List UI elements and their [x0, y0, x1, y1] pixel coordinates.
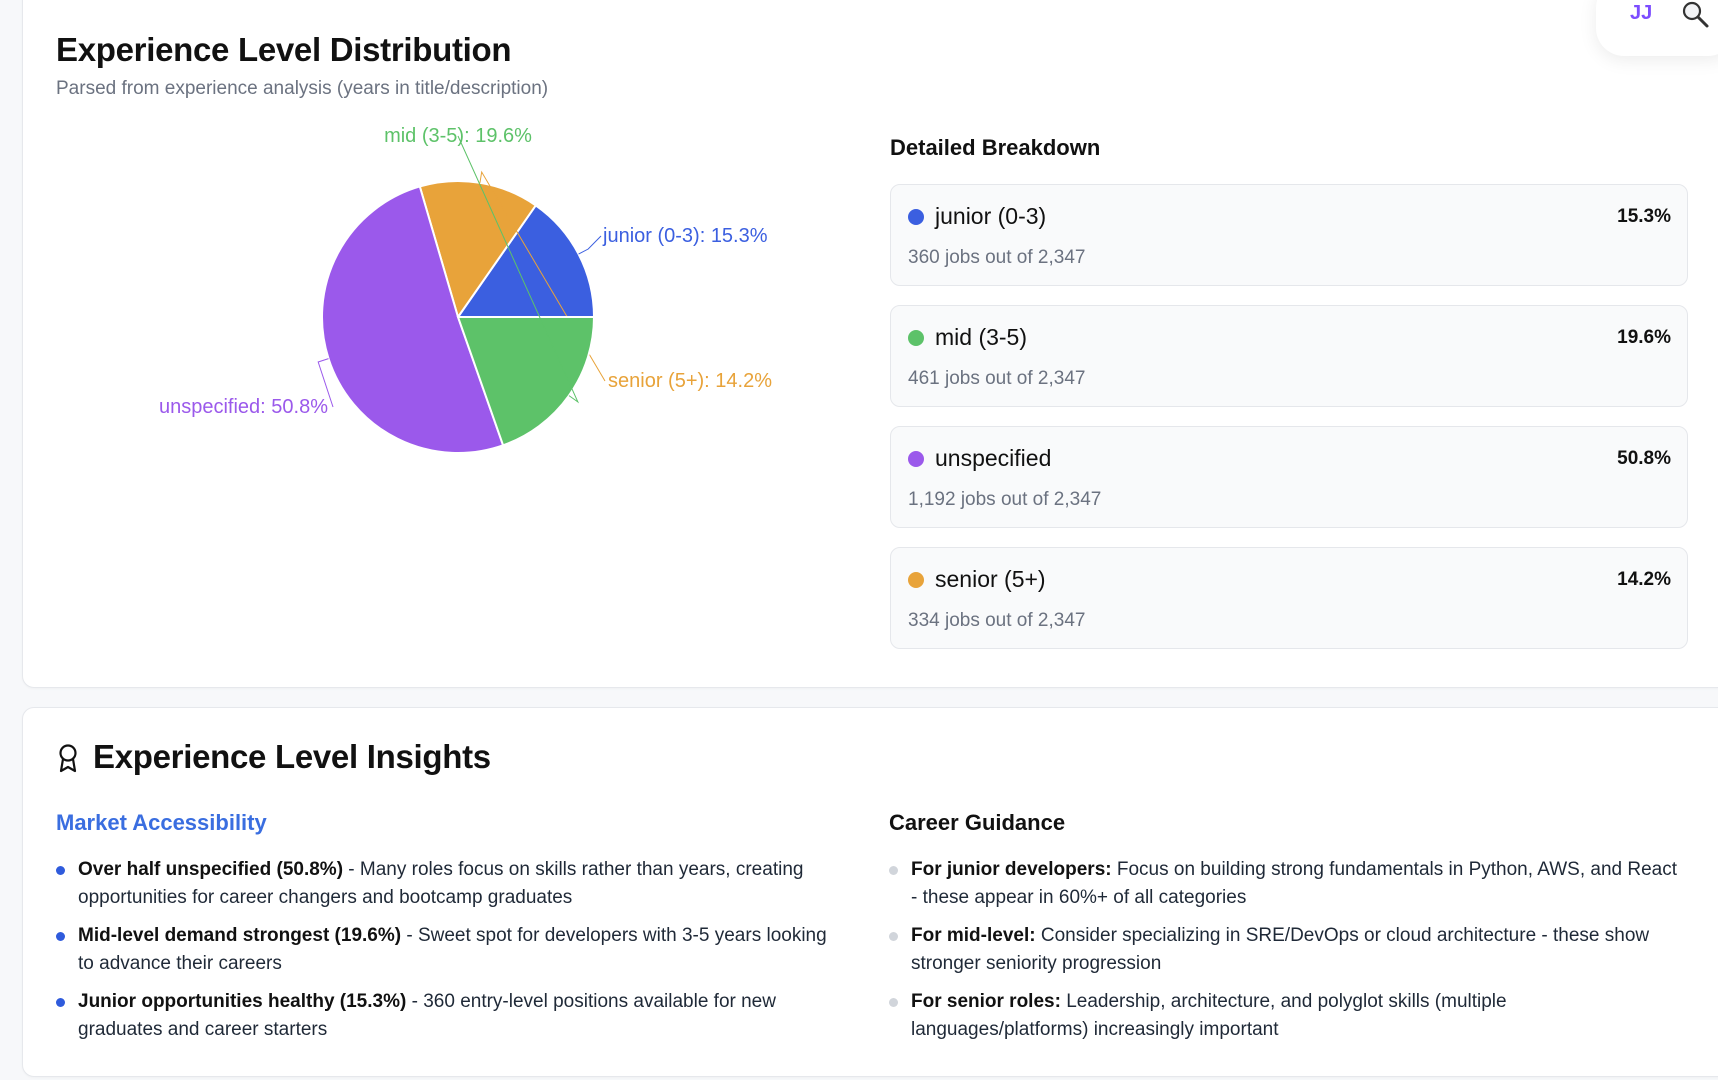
breakdown-item-junior: junior (0-3) 15.3% 360 jobs out of 2,347: [890, 184, 1688, 286]
bullet-text: Focus on building strong fundamentals in…: [911, 859, 1677, 908]
bullet-text: - 360 entry-level positions available fo…: [78, 991, 776, 1040]
guidance-bullet-list: For junior developers: Focus on building…: [889, 856, 1679, 1054]
breakdown-item-unspecified: unspecified 50.8% 1,192 jobs out of 2,34…: [890, 426, 1688, 528]
bullet-bold: For mid-level:: [911, 925, 1036, 946]
user-avatar[interactable]: JJ: [1630, 2, 1653, 24]
bullet-text: Leadership, architecture, and polyglot s…: [911, 991, 1507, 1040]
list-item: Over half unspecified (50.8%) - Many rol…: [56, 856, 846, 912]
pie-leader-line-0: [578, 235, 602, 255]
breakdown-title: Detailed Breakdown: [890, 135, 1101, 160]
distribution-subtitle: Parsed from experience analysis (years i…: [56, 78, 549, 99]
insights-title: Experience Level Insights: [93, 738, 491, 775]
breakdown-jobs: 334 jobs out of 2,347: [908, 610, 1086, 631]
breakdown-percent: 19.6%: [1617, 327, 1671, 348]
experience-insights-card: Experience Level Insights Market Accessi…: [22, 707, 1718, 1077]
search-icon[interactable]: [1680, 0, 1710, 30]
breakdown-item-mid: mid (3-5) 19.6% 461 jobs out of 2,347: [890, 305, 1688, 407]
market-bullet-list: Over half unspecified (50.8%) - Many rol…: [56, 856, 846, 1054]
legend-dot: [908, 451, 924, 467]
pie-leader-line-1: [479, 170, 606, 382]
bullet-dot: [889, 866, 898, 875]
list-item: For junior developers: Focus on building…: [889, 856, 1679, 912]
pie-slice-label-1: senior (5+): 14.2%: [608, 370, 772, 392]
breakdown-item-senior: senior (5+) 14.2% 334 jobs out of 2,347: [890, 547, 1688, 649]
bullet-text: - Sweet spot for developers with 3-5 yea…: [78, 925, 827, 974]
bullet-dot: [56, 932, 65, 941]
bullet-dot: [889, 932, 898, 941]
bullet-dot: [889, 998, 898, 1007]
bullet-bold: For senior roles:: [911, 991, 1061, 1012]
award-icon: [59, 744, 77, 773]
bullet-dot: [56, 866, 65, 875]
pie-leader-line-3: [457, 135, 580, 404]
bullet-bold: For junior developers:: [911, 859, 1112, 880]
bullet-text: - Many roles focus on skills rather than…: [78, 859, 804, 908]
breakdown-jobs: 461 jobs out of 2,347: [908, 368, 1086, 389]
breakdown-percent: 15.3%: [1617, 206, 1671, 227]
list-item: Junior opportunities healthy (15.3%) - 3…: [56, 988, 846, 1044]
experience-pie-chart: junior (0-3): 15.3% senior (5+): 14.2% uns…: [159, 125, 772, 454]
market-accessibility-title: Market Accessibility: [56, 810, 267, 835]
pie-slice-0: [456, 204, 596, 318]
breakdown-label: mid (3-5): [935, 324, 1028, 350]
pie-leader-line-2: [317, 358, 334, 408]
bullet-bold: Mid-level demand strongest (19.6%): [78, 925, 402, 946]
pie-slice-label-0: junior (0-3): 15.3%: [602, 225, 768, 247]
career-guidance-title: Career Guidance: [889, 810, 1066, 835]
experience-distribution-card: Experience Level Distribution Parsed fro…: [22, 0, 1718, 688]
top-user-bar: JJ: [1596, 0, 1718, 56]
list-item: Mid-level demand strongest (19.6%) - Swe…: [56, 922, 846, 978]
breakdown-percent: 50.8%: [1617, 448, 1671, 469]
bullet-text: Consider specializing in SRE/DevOps or c…: [911, 925, 1650, 974]
legend-dot: [908, 330, 924, 346]
breakdown-percent: 14.2%: [1617, 569, 1671, 590]
bullet-bold: Over half unspecified (50.8%): [78, 859, 344, 880]
pie-slice-3: [456, 316, 596, 447]
bullet-bold: Junior opportunities healthy (15.3%): [78, 991, 407, 1012]
breakdown-label: unspecified: [935, 445, 1052, 471]
list-item: For senior roles: Leadership, architectu…: [889, 988, 1679, 1044]
breakdown-jobs: 360 jobs out of 2,347: [908, 247, 1086, 268]
breakdown-jobs: 1,192 jobs out of 2,347: [908, 489, 1102, 510]
pie-slice-label-3: mid (3-5): 19.6%: [384, 125, 532, 147]
breakdown-label: junior (0-3): [935, 203, 1047, 229]
legend-dot: [908, 572, 924, 588]
breakdown-label: senior (5+): [935, 566, 1046, 592]
pie-slice-2: [320, 185, 505, 454]
pie-slice-label-2: unspecified: 50.8%: [159, 396, 328, 418]
list-item: For mid-level: Consider specializing in …: [889, 922, 1679, 978]
bullet-dot: [56, 998, 65, 1007]
legend-dot: [908, 209, 924, 225]
distribution-title: Experience Level Distribution: [56, 31, 512, 68]
